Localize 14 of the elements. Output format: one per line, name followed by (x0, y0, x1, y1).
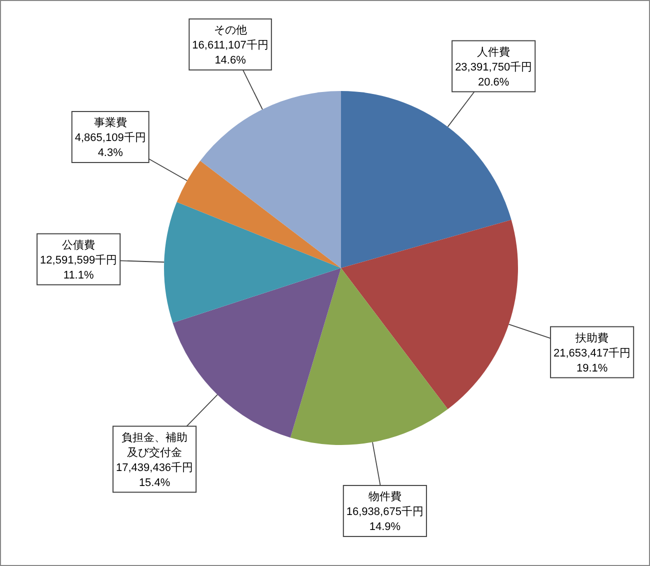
slice-label: 公債費 (62, 238, 96, 252)
slice-label: 扶助費 (574, 331, 609, 344)
data-label: 4,865,109千円 4.3% (74, 131, 146, 160)
slice-label: 負担金、補助及び交付金 (122, 430, 188, 459)
data-label: 12,591,599千円 11.1% (40, 253, 118, 282)
slice-label: 物件費 (368, 490, 402, 504)
slice-label: その他 (214, 24, 247, 37)
data-label: 23,391,750千円 20.6% (455, 60, 532, 88)
data-label: 17,439,436千円 15.4% (116, 460, 194, 489)
data-label: 16,938,675千円 14.9% (346, 505, 424, 534)
slice-label: 人件費 (477, 45, 510, 58)
data-label: 16,611,107千円 14.6% (192, 38, 268, 67)
slice-label: 事業費 (94, 116, 127, 130)
data-label: 21,653,417千円 19.1% (554, 346, 631, 374)
